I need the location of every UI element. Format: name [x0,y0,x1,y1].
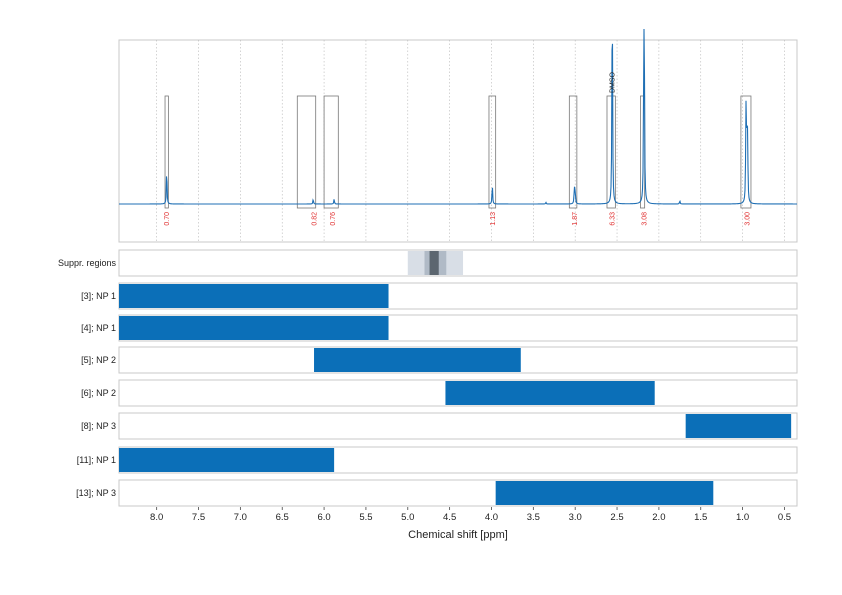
x-tick-label: 0.5 [778,512,791,523]
range-bar [685,414,792,438]
x-tick-label: 1.5 [694,512,707,523]
range-row-frame [118,412,798,440]
integral-region-box [164,95,169,209]
integral-region-box [606,95,616,209]
x-tick-label: 7.5 [192,512,205,523]
integral-region-box [296,95,317,209]
suppression-regions-panel: Suppr. regions [58,249,798,277]
range-row-label: [13]; NP 3 [76,488,116,498]
x-tick-label: 6.0 [317,512,330,523]
range-row-label: [11]; NP 1 [77,455,116,465]
x-tick-label: 3.0 [569,512,582,523]
x-tick-label: 2.0 [652,512,665,523]
x-tick-label: 5.0 [401,512,414,523]
x-tick-label: 5.5 [359,512,372,523]
x-axis-label: Chemical shift [ppm] [408,529,508,541]
peak-annotation-label: DMSO [610,71,617,93]
integral-region-box [568,95,578,209]
x-tick-label: 2.5 [610,512,623,523]
integral-value-label: 1.13 [490,212,497,226]
integral-region-box [740,95,752,209]
spectrum-line [119,28,797,205]
range-row-label: [5]; NP 2 [81,355,116,365]
range-bar [119,284,389,308]
integral-region-box [323,95,339,209]
spectrum-panel: 0.70 0.82 0.76 1.13 1.87 6.33 DMSO 3.08 3.00 [118,28,798,243]
suppression-row-label: Suppr. regions [58,258,117,268]
x-tick-label: 7.0 [234,512,247,523]
integral-value-label: 3.00 [744,212,751,226]
x-tick-label: 4.0 [485,512,498,523]
spectrum-frame [118,39,798,243]
range-row-label: [6]; NP 2 [81,388,116,398]
range-panels: [3]; NP 1 [4]; NP 1 [5]; NP 2 [6]; NP 2 [8];… [76,282,798,507]
range-row-label: [4]; NP 1 [81,323,116,333]
integral-value-label: 0.82 [312,212,319,226]
x-tick-label: 3.5 [527,512,540,523]
integral-region-box [488,95,497,209]
integral-value-label: 0.76 [330,212,337,226]
x-axis: 8.0 7.5 7.0 6.5 6.0 5.5 5.0 4.5 4.0 3.5 3.0 2.5 2.0 1… [150,507,791,523]
integral-value-label: 0.70 [164,212,171,226]
range-bar [119,448,335,472]
x-tick-label: 1.0 [736,512,749,523]
range-row-label: [8]; NP 3 [81,421,116,431]
x-tick-label: 8.0 [150,512,163,523]
x-tick-label: 6.5 [276,512,289,523]
x-tick-label: 4.5 [443,512,456,523]
range-row-label: [3]; NP 1 [81,291,116,301]
range-bar [445,381,655,405]
range-bar [495,481,714,505]
integral-value-label: 3.08 [641,212,648,226]
integral-value-label: 1.87 [572,212,579,226]
suppression-band [429,251,439,275]
range-bar [314,348,521,372]
integral-value-label: 6.33 [610,212,617,226]
range-bar [119,316,389,340]
